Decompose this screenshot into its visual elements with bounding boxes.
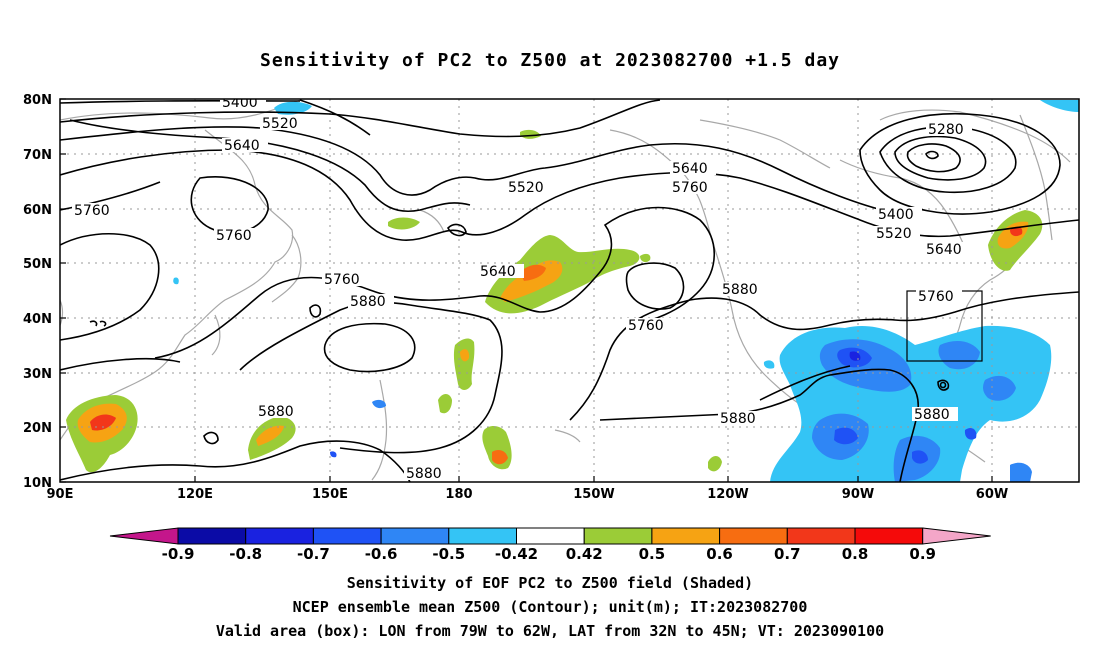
longitude-labels: 90E 120E 150E 180 150W 120W 90W 60W <box>47 487 1009 502</box>
colorbar-label: -0.9 <box>162 545 195 563</box>
colorbar-segment <box>380 527 450 545</box>
contour-label: 5880 <box>258 404 294 420</box>
contour-label: 5880 <box>350 294 386 310</box>
contour-label: 5280 <box>928 122 964 138</box>
contour-label: 5640 <box>926 242 962 258</box>
contour-label: 5880 <box>722 282 758 298</box>
colorbar-segment <box>854 527 924 545</box>
lon-label: 120W <box>707 487 748 502</box>
colorbar-segment <box>583 527 653 545</box>
lat-label: 50N <box>23 257 52 272</box>
negative-sensitivity-shading <box>173 100 1079 482</box>
lat-label: 60N <box>23 203 52 218</box>
caption-line-1: Sensitivity of EOF PC2 to Z500 field (Sh… <box>346 574 754 592</box>
contour-label: 5640 <box>672 161 708 177</box>
colorbar-label: -0.6 <box>365 545 398 563</box>
axis-ticks <box>60 98 993 483</box>
lat-label: 30N <box>23 367 52 382</box>
colorbar-segment <box>651 527 721 545</box>
lon-label: 180 <box>445 487 472 502</box>
colorbar-label: 0.8 <box>842 545 869 563</box>
lon-label: 150E <box>312 487 348 502</box>
contour-label: 5520 <box>876 226 912 242</box>
lon-label: 60W <box>976 487 1008 502</box>
colorbar-label: 0.7 <box>774 545 801 563</box>
contour-label: 5640 <box>224 138 260 154</box>
lat-label: 40N <box>23 312 52 327</box>
contour-label: 5640 <box>480 264 516 280</box>
lon-label: 90E <box>47 487 74 502</box>
contour-label: 5760 <box>918 289 954 305</box>
colorbar-segment <box>786 527 856 545</box>
colorbar-label: -0.42 <box>495 545 538 563</box>
colorbar-low-end <box>109 527 179 545</box>
contour-label: 5760 <box>672 180 708 196</box>
latitude-labels: 80N 70N 60N 50N 40N 30N 20N 10N <box>23 93 52 491</box>
lon-label: 150W <box>573 487 614 502</box>
contour-label: 5760 <box>628 318 664 334</box>
lon-label: 90W <box>842 487 874 502</box>
colorbar-segment <box>719 527 788 545</box>
caption-line-2: NCEP ensemble mean Z500 (Contour); unit(… <box>292 598 808 616</box>
colorbar-segment <box>245 527 314 545</box>
contour-label: 5880 <box>406 466 442 482</box>
contour-label: 5880 <box>914 407 950 423</box>
contour-label: 5400 <box>878 207 914 223</box>
colorbar-label: 0.5 <box>639 545 666 563</box>
lat-label: 80N <box>23 93 52 108</box>
colorbar-segment <box>516 527 585 545</box>
contour-label: 5400 <box>222 95 258 111</box>
colorbar-segment <box>177 527 247 545</box>
contour-label: 5880 <box>720 411 756 427</box>
colorbar: -0.9 -0.8 -0.7 -0.6 -0.5 -0.42 0.42 0.5 0.6 0.7 0.… <box>109 527 991 563</box>
colorbar-label: -0.8 <box>229 545 262 563</box>
colorbar-label: 0.9 <box>909 545 936 563</box>
contour-label: 5760 <box>324 272 360 288</box>
map-frame <box>59 98 1080 483</box>
colorbar-label: 0.6 <box>706 545 733 563</box>
caption-line-3: Valid area (box): LON from 79W to 62W, L… <box>215 622 885 640</box>
colorbar-label: -0.5 <box>432 545 465 563</box>
lat-label: 10N <box>23 476 52 491</box>
map-title: Sensitivity of PC2 to Z500 at 2023082700… <box>259 50 840 71</box>
contour-label: 5760 <box>74 203 110 219</box>
lon-label: 120E <box>177 487 213 502</box>
colorbar-segment <box>312 527 382 545</box>
contour-labels: 5400 5520 5640 5760 5760 5520 5640 5760 … <box>72 95 972 482</box>
contour-label: 5760 <box>216 228 252 244</box>
positive-sensitivity-shading <box>66 129 1043 473</box>
lat-label: 20N <box>23 421 52 436</box>
lat-label: 70N <box>23 148 52 163</box>
colorbar-high-end <box>922 527 991 545</box>
contour-label: 5520 <box>508 180 544 196</box>
contour-label: 5520 <box>262 116 298 132</box>
grid-lines <box>60 99 1079 482</box>
colorbar-segment <box>448 527 517 545</box>
colorbar-label: -0.7 <box>297 545 330 563</box>
colorbar-label: 0.42 <box>566 545 603 563</box>
